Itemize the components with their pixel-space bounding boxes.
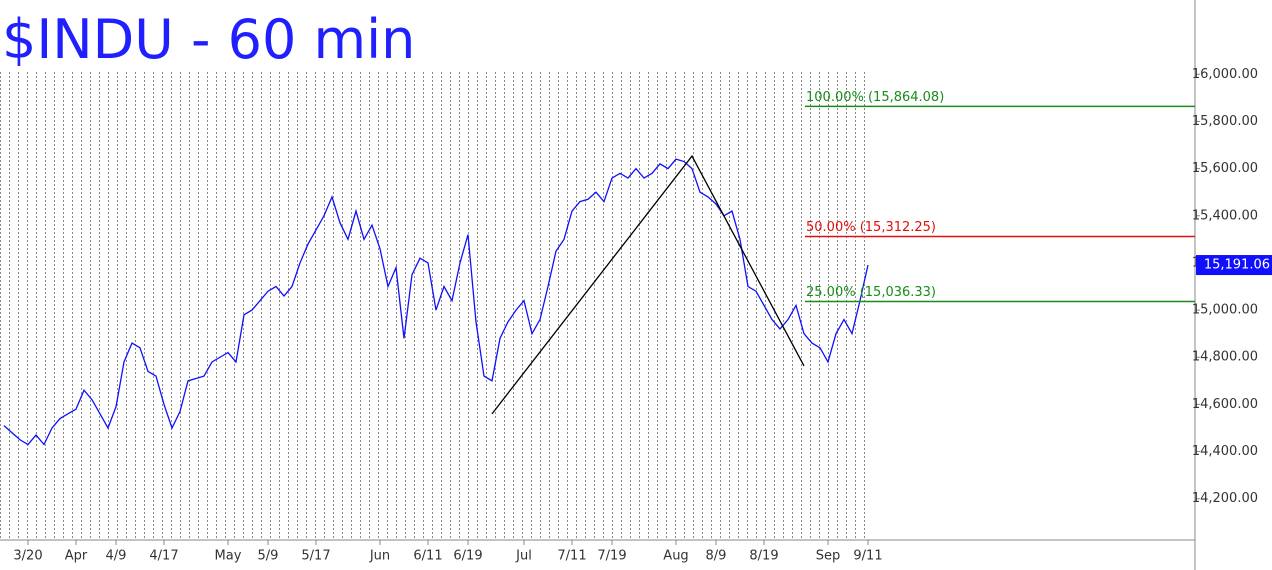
abc-pattern	[491, 154, 805, 415]
x-tick-label: 7/11	[557, 549, 586, 564]
y-tick-label: 15,600.00	[1192, 161, 1258, 176]
chart-title: $INDU - 60 min	[2, 8, 415, 71]
fib-label: 100.00% (15,864.08)	[806, 90, 944, 105]
fib-label: 25.00% (15,036.33)	[806, 285, 936, 300]
x-tick-label: 9/11	[853, 549, 882, 564]
x-tick-label: 3/20	[13, 549, 42, 564]
x-tick-label: 8/9	[706, 549, 727, 564]
x-tick-label: 6/11	[413, 549, 442, 564]
y-tick-label: 15,000.00	[1192, 303, 1258, 318]
x-tick-label: 5/9	[258, 549, 279, 564]
x-tick-label: 6/19	[453, 549, 482, 564]
y-tick-label: 14,200.00	[1192, 491, 1258, 506]
x-tick-label: 4/17	[149, 549, 178, 564]
x-tick-label: 7/19	[597, 549, 626, 564]
y-tick-label: 14,600.00	[1192, 397, 1258, 412]
x-tick-label: May	[215, 549, 242, 564]
y-tick-label: 16,000.00	[1192, 67, 1258, 82]
grid-pattern	[0, 70, 866, 540]
x-tick-label: Aug	[663, 549, 688, 564]
last-price-box	[1196, 255, 1272, 276]
y-tick-label: 14,400.00	[1192, 444, 1258, 459]
x-tick-label: Jul	[515, 549, 532, 564]
last-price-label: 15,191.06	[1204, 258, 1270, 273]
x-tick-label: 5/17	[301, 549, 330, 564]
x-tick-label: Jun	[369, 549, 390, 564]
y-tick-label: 15,400.00	[1192, 208, 1258, 223]
y-tick-label: 15,800.00	[1192, 114, 1258, 129]
x-tick-label: Sep	[816, 549, 841, 564]
x-tick-label: 8/19	[749, 549, 778, 564]
y-tick-label: 14,800.00	[1192, 350, 1258, 365]
fib-label: 50.00% (15,312.25)	[806, 220, 936, 235]
x-tick-label: 4/9	[106, 549, 127, 564]
x-tick-label: Apr	[65, 549, 88, 564]
